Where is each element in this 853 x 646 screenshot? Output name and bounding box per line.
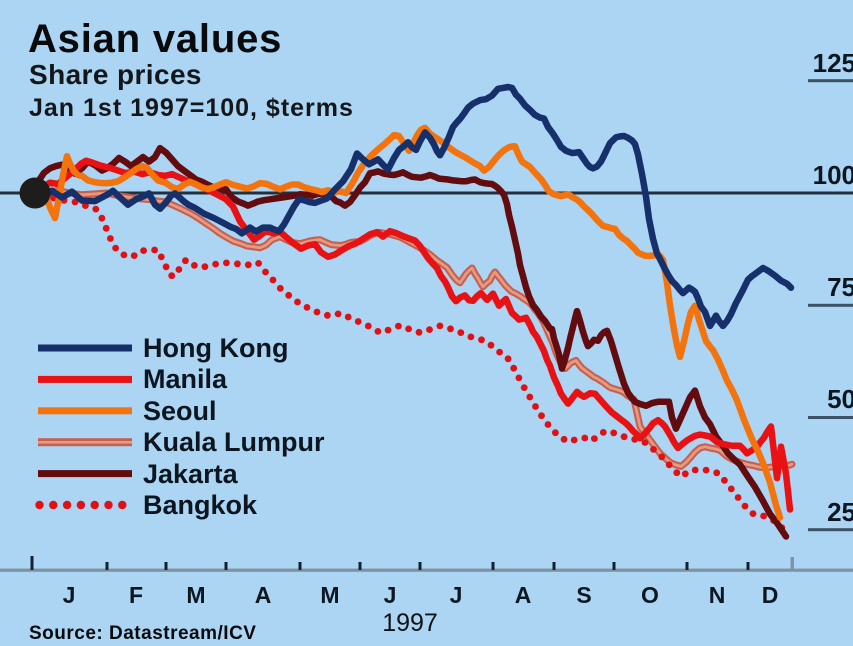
svg-text:Bangkok: Bangkok	[143, 490, 258, 520]
svg-text:125: 125	[813, 48, 853, 78]
svg-text:M: M	[186, 582, 205, 608]
svg-text:F: F	[129, 582, 143, 608]
svg-text:75: 75	[827, 272, 853, 302]
svg-text:J: J	[63, 582, 76, 608]
svg-text:25: 25	[827, 497, 853, 527]
svg-text:Source: Datastream/ICV: Source: Datastream/ICV	[29, 623, 256, 644]
svg-text:Kuala Lumpur: Kuala Lumpur	[143, 427, 325, 457]
svg-text:Share prices: Share prices	[29, 59, 202, 90]
svg-text:50: 50	[827, 384, 853, 414]
svg-text:A: A	[255, 582, 272, 608]
svg-text:Manila: Manila	[143, 364, 228, 394]
svg-text:100: 100	[813, 160, 853, 190]
svg-text:Hong Kong: Hong Kong	[143, 333, 288, 363]
svg-text:S: S	[576, 582, 591, 608]
svg-text:D: D	[762, 582, 779, 608]
svg-text:Seoul: Seoul	[143, 396, 217, 426]
svg-text:Jakarta: Jakarta	[143, 459, 239, 489]
svg-text:M: M	[320, 582, 339, 608]
svg-text:Asian values: Asian values	[28, 17, 282, 61]
svg-text:A: A	[515, 582, 532, 608]
svg-text:O: O	[641, 582, 659, 608]
svg-text:1997: 1997	[382, 609, 438, 637]
svg-text:Jan 1st 1997=100, $terms: Jan 1st 1997=100, $terms	[29, 94, 354, 122]
svg-text:J: J	[384, 582, 397, 608]
svg-text:N: N	[709, 582, 726, 608]
svg-text:J: J	[450, 582, 463, 608]
